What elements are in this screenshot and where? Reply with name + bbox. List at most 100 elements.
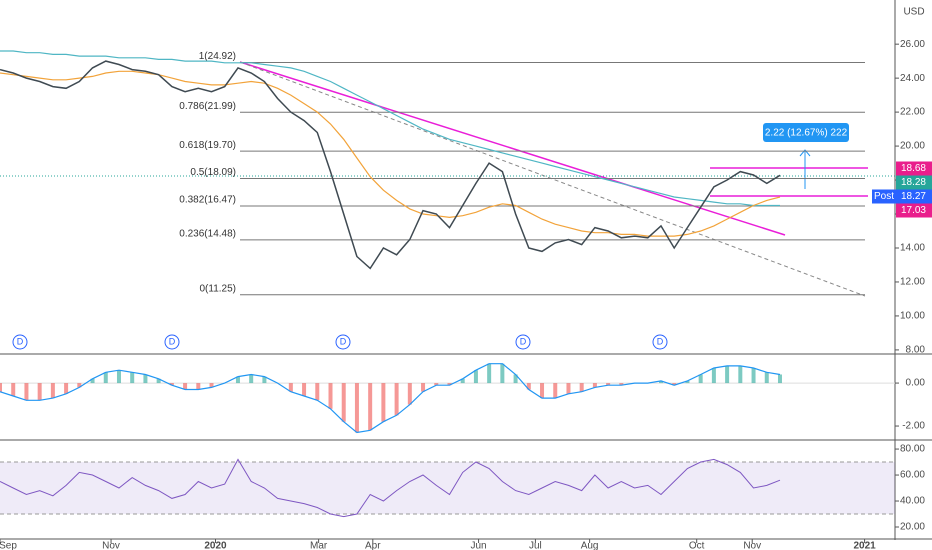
macd-bar bbox=[672, 383, 677, 386]
macd-bar bbox=[90, 378, 95, 384]
y-tick-label: 12.00 bbox=[900, 277, 925, 288]
macd-bar bbox=[447, 383, 452, 386]
fib-label: 0(11.25) bbox=[199, 283, 236, 294]
macd-bar bbox=[11, 383, 16, 396]
price-badge bbox=[896, 161, 932, 176]
measure-label: 2.22 (12.67%) 222 bbox=[765, 128, 848, 139]
x-tick-label: Sep bbox=[0, 541, 17, 550]
macd-bar bbox=[50, 383, 55, 399]
macd-line bbox=[0, 363, 781, 434]
macd-bar bbox=[24, 383, 29, 401]
x-tick-label: Apr bbox=[365, 541, 381, 550]
macd-bar bbox=[381, 383, 386, 422]
macd-bar bbox=[725, 365, 730, 384]
price-badge bbox=[896, 175, 932, 190]
rsi-band bbox=[0, 462, 895, 515]
macd-bar bbox=[606, 383, 611, 386]
macd-bar bbox=[328, 383, 333, 409]
macd-bar bbox=[500, 363, 505, 384]
badge-tag-label: Post bbox=[874, 191, 894, 202]
y-tick-label: -2.00 bbox=[902, 421, 925, 432]
y-tick-label: 8.00 bbox=[906, 345, 926, 356]
measure-arrowhead bbox=[799, 149, 811, 157]
macd-bar bbox=[513, 374, 518, 384]
macd-bar bbox=[592, 383, 597, 388]
macd-bar bbox=[777, 374, 782, 384]
macd-bar bbox=[354, 383, 359, 433]
price-badge-label: 18.68 bbox=[901, 163, 926, 174]
y-tick-label: 14.00 bbox=[900, 243, 925, 254]
macd-bar bbox=[487, 363, 492, 384]
measure-box bbox=[763, 123, 849, 142]
x-tick-label: Oct bbox=[689, 541, 705, 550]
macd-bar bbox=[341, 383, 346, 422]
price-badge-label: 17.03 bbox=[901, 205, 926, 216]
macd-bar bbox=[421, 383, 426, 392]
macd-bar bbox=[764, 372, 769, 384]
x-tick-label: Nov bbox=[743, 541, 761, 550]
x-tick-label: 2021 bbox=[853, 541, 876, 550]
macd-bar bbox=[249, 374, 254, 384]
y-tick-label: 40.00 bbox=[900, 496, 925, 507]
fib-label: 0.236(14.48) bbox=[179, 228, 236, 239]
macd-bar bbox=[209, 383, 214, 388]
dividend-label: D bbox=[340, 336, 347, 346]
macd-bar bbox=[394, 383, 399, 416]
macd-bar bbox=[368, 383, 373, 431]
macd-bar bbox=[540, 383, 545, 399]
y-tick-label: 20.00 bbox=[900, 141, 925, 152]
fib-label: 0.618(19.70) bbox=[179, 140, 236, 151]
macd-bar bbox=[526, 383, 531, 390]
macd-bar bbox=[698, 374, 703, 384]
macd-bar bbox=[169, 383, 174, 386]
macd-bar bbox=[553, 383, 558, 399]
macd-bar bbox=[235, 376, 240, 384]
macd-bar bbox=[143, 374, 148, 384]
macd-bar bbox=[77, 383, 82, 388]
macd-bar bbox=[407, 383, 412, 405]
dividend-label: D bbox=[17, 336, 24, 346]
x-tick-label: Aug bbox=[581, 541, 599, 550]
macd-bar bbox=[315, 383, 320, 401]
fib-label: 0.382(16.47) bbox=[179, 195, 236, 206]
trend-extension bbox=[239, 61, 866, 297]
x-tick-label: Mar bbox=[310, 541, 328, 550]
macd-bar bbox=[288, 383, 293, 392]
badge-tag bbox=[872, 189, 896, 204]
macd-bar bbox=[659, 380, 664, 384]
y-tick-label: 22.00 bbox=[900, 107, 925, 118]
macd-bar bbox=[473, 370, 478, 384]
price-line bbox=[0, 60, 781, 270]
macd-bar bbox=[619, 383, 624, 386]
macd-bar bbox=[566, 383, 571, 394]
macd-bar bbox=[751, 368, 756, 384]
macd-bar bbox=[37, 383, 42, 401]
dividend-icon bbox=[515, 334, 531, 350]
price-badge bbox=[896, 189, 932, 204]
y-tick-label: 20.00 bbox=[900, 522, 925, 533]
price-badge bbox=[896, 203, 932, 218]
fib-label: 0.786(21.99) bbox=[179, 101, 236, 112]
price-badge-label: 18.28 bbox=[901, 177, 926, 188]
macd-bar bbox=[434, 383, 439, 386]
dividend-label: D bbox=[520, 336, 527, 346]
fib-label: 1(24.92) bbox=[199, 51, 236, 62]
macd-bar bbox=[460, 378, 465, 384]
y-tick-label: 60.00 bbox=[900, 470, 925, 481]
dividend-icon bbox=[12, 334, 28, 350]
macd-bar bbox=[738, 365, 743, 384]
macd-bar bbox=[579, 383, 584, 392]
macd-bar bbox=[262, 376, 267, 384]
dividend-icon bbox=[164, 334, 180, 350]
y-tick-label: 10.00 bbox=[900, 311, 925, 322]
dividend-label: D bbox=[169, 336, 176, 346]
macd-bar bbox=[183, 383, 188, 390]
macd-bar bbox=[685, 380, 690, 384]
price-badge-label: 18.27 bbox=[901, 191, 926, 202]
macd-bar bbox=[302, 383, 307, 396]
dividend-label: D bbox=[657, 336, 664, 346]
currency: USD bbox=[903, 7, 924, 18]
price-line bbox=[0, 50, 780, 207]
macd-bar bbox=[0, 383, 2, 392]
